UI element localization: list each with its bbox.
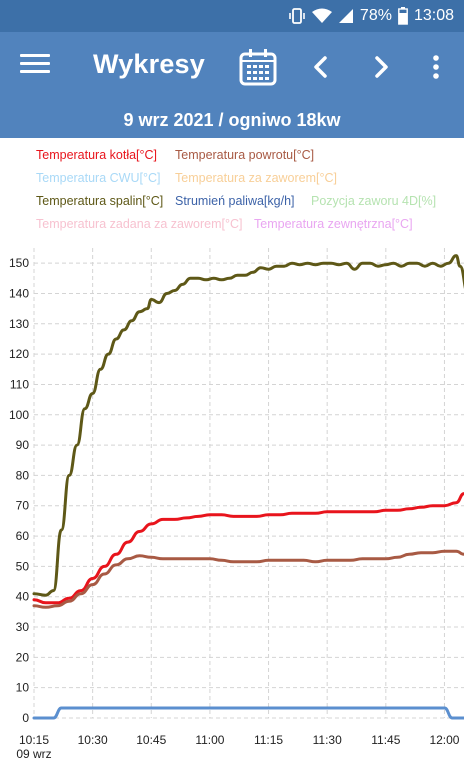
- series-line-temperatura-powrotu-c: [32, 549, 464, 609]
- more-vert-icon: [433, 55, 439, 79]
- y-tick-label: 30: [16, 620, 30, 634]
- calendar-icon: [239, 49, 277, 86]
- y-tick-label: 90: [16, 438, 30, 452]
- legend-item-flue-temp[interactable]: Temperatura spalin[°C]: [36, 194, 164, 208]
- y-tick-label: 60: [16, 529, 30, 543]
- chart-grid: [33, 248, 464, 719]
- y-tick-label: 130: [9, 317, 29, 331]
- clock: 13:08: [413, 7, 454, 24]
- legend-item-dhw-temp[interactable]: Temperatura CWU[°C]: [36, 171, 161, 185]
- y-tick-label: 20: [16, 650, 30, 664]
- chart-subtitle: 9 wrz 2021 / ogniwo 18kw: [0, 102, 464, 138]
- x-tick-label: 12:00: [429, 733, 459, 747]
- cell-signal-icon: [338, 9, 353, 23]
- y-tick-label: 100: [9, 408, 29, 422]
- wifi-icon: [311, 8, 332, 23]
- x-tick-label: 10:30: [78, 733, 108, 747]
- series-line-strumie-paliwa-kg-h: [32, 706, 464, 720]
- hamburger-menu-icon: [20, 54, 50, 73]
- y-tick-label: 120: [9, 347, 29, 361]
- battery-percent: 78%: [359, 7, 392, 24]
- y-tick-label: 140: [9, 286, 29, 300]
- x-tick-label: 11:45: [371, 733, 400, 747]
- chart-series: [32, 254, 464, 720]
- status-icons: 78% 13:08: [288, 0, 454, 32]
- x-tick-label: 11:15: [254, 733, 283, 747]
- calendar-button[interactable]: [238, 48, 278, 86]
- legend-item-outdoor-temp[interactable]: Temperatura zewnętrzna[°C]: [254, 217, 413, 231]
- x-date-label: 09 wrz: [16, 747, 51, 761]
- chart-axes: 0 10 20 30 40 50 60 70 80 90 100 110 120 130 140 150 10:…: [9, 256, 460, 761]
- legend-item-after-valve-temp[interactable]: Temperatura za zaworem[°C]: [175, 171, 337, 185]
- legend-item-fuel-flow[interactable]: Strumień paliwa[kg/h]: [175, 194, 295, 208]
- legend-item-boiler-temp[interactable]: Temperatura kotła[°C]: [36, 148, 158, 162]
- y-tick-label: 0: [22, 711, 29, 725]
- chevron-left-icon: [314, 56, 327, 78]
- y-tick-label: 70: [16, 499, 30, 513]
- y-tick-label: 80: [16, 468, 30, 482]
- x-tick-label: 11:30: [313, 733, 342, 747]
- more-options-button[interactable]: [424, 50, 448, 84]
- y-tick-label: 10: [16, 681, 30, 695]
- chart-legend: Temperatura kotła[°C] Temperatura powrot…: [0, 138, 464, 238]
- vibrate-icon: [289, 8, 305, 24]
- legend-item-return-temp[interactable]: Temperatura powrotu[°C]: [175, 148, 315, 162]
- status-bar: 78% 13:08: [0, 0, 464, 32]
- series-line-temperatura-kot-a-c: [32, 492, 464, 605]
- legend-item-valve-position[interactable]: Pozycja zaworu 4D[%]: [311, 194, 437, 208]
- series-line-temperatura-spalin-c: [32, 254, 464, 597]
- y-tick-label: 40: [16, 590, 30, 604]
- app-bar: Wykresy: [0, 32, 464, 102]
- x-tick-label: 10:15: [19, 733, 49, 747]
- line-chart: 0 10 20 30 40 50 60 70 80 90 100 110 120 130 140 150 10:…: [9, 248, 464, 761]
- chevron-right-icon: [375, 56, 388, 78]
- x-tick-label: 10:45: [136, 733, 166, 747]
- menu-button[interactable]: [20, 54, 50, 80]
- next-date-button[interactable]: [366, 50, 396, 84]
- y-tick-label: 50: [16, 559, 30, 573]
- battery-icon: [398, 7, 408, 25]
- x-tick-label: 11:00: [195, 733, 224, 747]
- prev-date-button[interactable]: [306, 50, 336, 84]
- legend-item-setpoint-after-valve[interactable]: Temperatura zadana za zaworem[°C]: [36, 217, 243, 231]
- y-tick-label: 110: [10, 377, 29, 391]
- page-title: Wykresy: [93, 49, 205, 79]
- y-tick-label: 150: [9, 256, 29, 270]
